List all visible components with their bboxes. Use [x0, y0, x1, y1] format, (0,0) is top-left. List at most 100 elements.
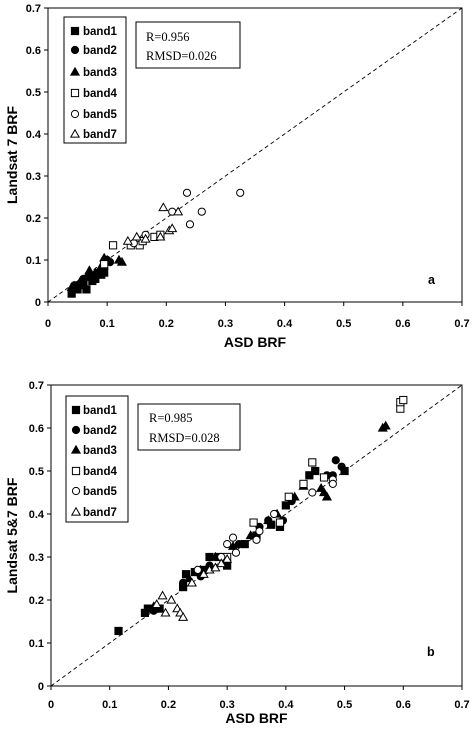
legend-label: band7 [83, 507, 117, 519]
chart-panel-a: 0 0.1 0.2 0.3 0.4 0.5 0.6 0.7 0 0.1 0.2 0.3 0.4 0.5 0.… [4, 3, 470, 350]
legend-label: band2 [83, 425, 117, 437]
data-point-band7 [131, 231, 142, 241]
data-point-band2 [331, 456, 340, 465]
x-tick-label: 0.5 [337, 699, 352, 711]
y-tick-label: 0.5 [26, 87, 41, 99]
data-point-band2 [337, 462, 346, 471]
x-axis-label: ASD BRF [224, 334, 287, 350]
legend-marker-band4 [71, 466, 81, 476]
legend-marker-band1 [71, 405, 81, 415]
stat-rmsd: RMSD=0.028 [149, 431, 220, 445]
data-point-band3 [321, 491, 333, 501]
data-point-band3 [90, 267, 101, 277]
x-tick-label: 0.1 [99, 318, 114, 330]
data-point-band7 [155, 231, 166, 241]
stat-rmsd: RMSD=0.026 [146, 49, 217, 63]
x-tick-label: 0.4 [278, 699, 294, 711]
y-tick-label: 0.6 [26, 45, 41, 57]
legend-marker-band7 [69, 128, 81, 138]
legend-label: band2 [83, 45, 117, 57]
y-tick-label: 0 [38, 681, 44, 693]
data-point-band7 [210, 562, 221, 572]
legend-label: band5 [83, 109, 117, 121]
data-point-band7 [178, 611, 189, 621]
legend-label: band3 [83, 445, 117, 457]
x-tick-label: 0.6 [395, 318, 410, 330]
data-point-band3 [66, 282, 77, 291]
data-point-band4 [308, 458, 317, 467]
legend-marker-band4 [70, 88, 80, 98]
y-tick-label: 0.1 [26, 255, 41, 267]
data-point-band3 [116, 256, 127, 266]
data-point-band4 [100, 260, 109, 269]
data-point-band7 [166, 594, 177, 604]
series-band5 [193, 475, 337, 575]
data-point-band7 [157, 590, 168, 600]
legend-label: band4 [83, 466, 117, 478]
data-point-band3 [380, 420, 391, 430]
data-point-band7 [186, 577, 197, 587]
data-point-band3 [81, 271, 92, 281]
x-tick-label: 0 [48, 699, 54, 711]
data-point-band5 [182, 188, 192, 197]
data-point-band4 [275, 518, 285, 527]
chart-panel-b: 0 0.1 0.2 0.3 0.4 0.5 0.6 0.7 0 0.1 0.2 0.3 0.4 0.5 0.… [4, 380, 470, 726]
stats-box: R=0.956 RMSD=0.026 [135, 21, 241, 69]
data-point-band5 [228, 533, 238, 542]
data-point-band3 [263, 515, 274, 525]
data-point-band3 [227, 541, 239, 550]
data-point-band1 [82, 285, 91, 294]
y-tick-label: 0.6 [29, 423, 44, 435]
stats-box: R=0.985 RMSD=0.028 [137, 403, 241, 451]
legend-label: band3 [83, 67, 117, 79]
data-point-band7 [140, 233, 151, 243]
y-tick-label: 0.4 [29, 509, 45, 521]
x-tick-label: 0.7 [454, 699, 469, 711]
stats-frame [135, 21, 241, 69]
series-band7 [122, 202, 184, 245]
y-tick-label: 0.2 [29, 595, 44, 607]
data-point-band4 [319, 473, 329, 482]
data-point-band3 [75, 275, 86, 285]
x-axis-label: ASD BRF [225, 710, 288, 726]
data-point-band5 [197, 207, 206, 216]
data-point-band5 [255, 527, 264, 536]
y-tick-label: 0.2 [26, 213, 41, 225]
y-tick-label: 0.3 [29, 552, 44, 564]
series-band5 [129, 188, 245, 248]
legend-label: band5 [83, 486, 117, 498]
one-to-one-line [47, 7, 463, 303]
data-point-band5 [185, 220, 195, 229]
y-tick-label: 0.5 [29, 466, 44, 478]
legend-marker-band2 [70, 45, 80, 55]
x-tick-label: 0.3 [218, 318, 233, 330]
x-tick-label: 0.2 [159, 318, 174, 330]
data-point-band1 [281, 501, 290, 510]
data-point-band2 [234, 540, 243, 549]
data-point-band5 [252, 535, 261, 544]
stats-frame [137, 403, 241, 451]
data-point-band7 [222, 553, 233, 563]
data-point-band5 [193, 565, 202, 575]
legend-label: band4 [83, 88, 117, 100]
y-tick-label: 0 [35, 297, 41, 309]
series-band3 [66, 252, 127, 291]
legend-marker-band2 [71, 425, 81, 435]
y-axis-label: Landsat 7 BRF [4, 106, 20, 204]
data-point-band7 [216, 558, 227, 568]
data-point-band4 [284, 492, 293, 501]
panel-label: b [427, 645, 435, 659]
x-tick-label: 0.3 [219, 699, 234, 711]
data-point-band5 [328, 479, 337, 488]
data-point-band1 [114, 626, 123, 636]
data-point-band3 [84, 265, 95, 275]
data-point-band7 [198, 568, 209, 578]
y-axis-label: Landsat 5&7 BRF [4, 477, 20, 593]
data-point-band7 [122, 235, 133, 245]
data-point-band1 [305, 471, 314, 480]
data-point-band7 [160, 607, 171, 617]
legend-marker-band5 [70, 109, 80, 119]
x-tick-label: 0.4 [277, 318, 293, 330]
legend: band1 band2 band3 band4 band5 band7 [65, 395, 129, 523]
